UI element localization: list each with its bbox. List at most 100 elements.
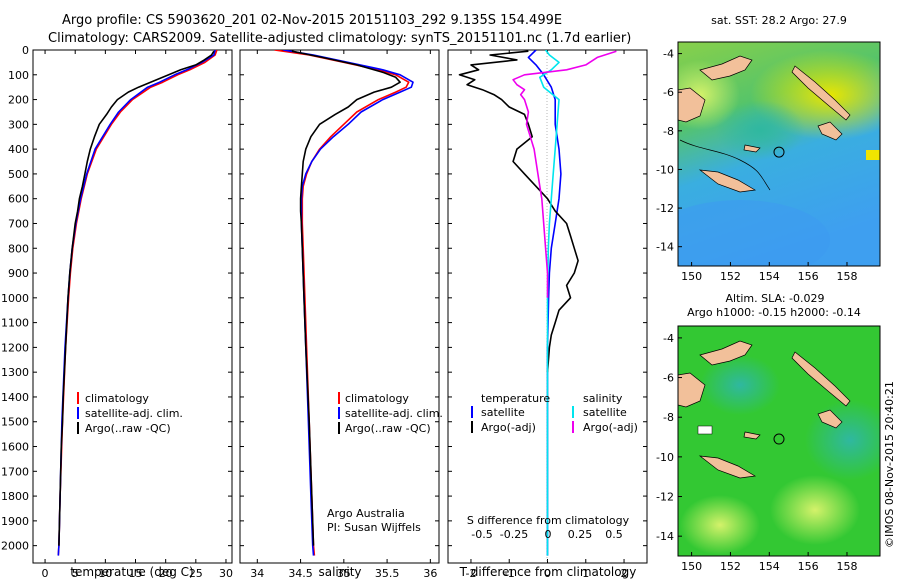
s-tick-label: -0.5	[471, 528, 492, 541]
series-line-s-satellite	[538, 50, 560, 556]
depth-tick-label: 2000	[1, 540, 29, 553]
depth-tick-label: 1600	[1, 441, 29, 454]
depth-tick-label: 700	[8, 217, 29, 230]
x-tick-label: 15	[129, 567, 143, 580]
depth-tick-label: 1200	[1, 341, 29, 354]
x-tick-label: 10	[98, 567, 112, 580]
depth-tick-label: 1000	[1, 292, 29, 305]
temperature-plot-frame	[32, 49, 233, 564]
lon-tick-label: 152	[720, 270, 741, 283]
land-louisiade	[698, 455, 757, 479]
x-tick-label: 36	[423, 567, 437, 580]
difference-depth-ticks	[448, 49, 647, 547]
land-bougainville	[817, 121, 843, 141]
salinity-legend: climatology satellite-adj. clim. Argo(..…	[338, 392, 443, 435]
land-new-britain	[699, 55, 753, 81]
legend-title-temperature: temperature	[481, 392, 550, 405]
depth-tick-label: 900	[8, 267, 29, 280]
land-new-ireland	[791, 351, 851, 407]
x-tick-label: 25	[189, 567, 203, 580]
lon-tick-label: 156	[798, 270, 819, 283]
x-tick-label: 30	[219, 567, 233, 580]
title-line-1: Argo profile: CS 5903620_201 02-Nov-2015…	[62, 13, 562, 28]
x-tick-label: 20	[159, 567, 173, 580]
temperature-legend: climatology satellite-adj. clim. Argo(..…	[77, 392, 183, 435]
temperature-axis: 0 5 10 15 20 25 30	[42, 50, 233, 580]
legend-label-satellite: satellite-adj. clim.	[85, 407, 183, 420]
depth-tick-label: 100	[8, 69, 29, 82]
depth-tick-label: 400	[8, 143, 29, 156]
sst-lat-axis: -4 -6 -8 -10 -12 -14	[656, 48, 682, 254]
argo-float-marker	[773, 433, 785, 445]
lat-tick-label: -6	[663, 86, 674, 99]
depth-tick-label: 1100	[1, 317, 29, 330]
lon-tick-label: 156	[798, 560, 819, 573]
land-new-ireland	[791, 65, 851, 121]
land-new-guinea	[678, 87, 706, 123]
imos-timestamp: ©IMOS 08-Nov-2015 20:40:21	[883, 381, 896, 548]
sla-map-frame	[677, 325, 881, 557]
difference-xlabel: T difference from climatology	[459, 565, 637, 579]
lat-tick-label: -10	[656, 451, 674, 464]
salinity-axis: 34 34.5 35 35.5 36	[250, 50, 437, 580]
sla-lat-axis: -4 -6 -8 -10 -12 -14	[656, 332, 682, 543]
s-difference-label: S difference from climatology	[467, 514, 630, 527]
sla-map-title-1: Altim. SLA: -0.029	[725, 292, 824, 305]
depth-tick-label: 200	[8, 94, 29, 107]
legend-label-t-satellite: satellite	[481, 406, 525, 419]
x-tick-label: 2	[621, 567, 628, 580]
depth-tick-label: 1700	[1, 465, 29, 478]
x-tick-label: 34	[250, 567, 264, 580]
depth-tick-label: 800	[8, 242, 29, 255]
lon-tick-label: 150	[681, 270, 702, 283]
difference-panel: -2 -1 0 1 2 S difference from climatology -0…	[447, 49, 648, 580]
land-new-guinea	[678, 372, 706, 408]
depth-tick-label: 0	[22, 44, 29, 57]
lon-tick-label: 154	[759, 270, 780, 283]
s-tick-label: 0.25	[568, 528, 593, 541]
difference-series	[458, 50, 617, 556]
x-tick-label: 35.5	[375, 567, 400, 580]
legend-label-satellite: satellite-adj. clim.	[345, 407, 443, 420]
x-tick-label: 34.5	[288, 567, 313, 580]
depth-tick-label: 500	[8, 168, 29, 181]
s-tick-label: 0.5	[605, 528, 623, 541]
salinity-depth-ticks	[240, 49, 439, 547]
land-louisiade	[698, 169, 757, 193]
land-bougainville	[817, 409, 843, 429]
x-tick-label: 0	[544, 567, 551, 580]
sst-map: sat. SST: 28.2 Argo: 27.9 150 152 154 156 15…	[656, 14, 881, 283]
legend-label-argo: Argo(..raw -QC)	[345, 422, 431, 435]
s-difference-ticks: -0.5 -0.25 0 0.25 0.5	[471, 528, 622, 541]
land-woodlark	[743, 144, 761, 153]
x-tick-label: 35	[337, 567, 351, 580]
x-tick-label: 1	[582, 567, 589, 580]
legend-label-climatology: climatology	[85, 392, 149, 405]
lat-tick-label: -10	[656, 163, 674, 176]
x-tick-label: -1	[504, 567, 515, 580]
lon-tick-label: 158	[836, 270, 857, 283]
difference-axis: -2 -1 0 1 2	[465, 50, 628, 580]
lon-tick-label: 154	[759, 560, 780, 573]
sla-map: Altim. SLA: -0.029 Argo h1000: -0.15 h20…	[656, 292, 881, 573]
lat-tick-label: -12	[656, 202, 674, 215]
depth-tick-label: 600	[8, 193, 29, 206]
sst-field	[678, 42, 880, 266]
lon-tick-label: 152	[720, 560, 741, 573]
lat-tick-label: -4	[663, 332, 674, 345]
sla-lon-axis: 150 152 154 156 158	[681, 552, 857, 573]
sst-map-title: sat. SST: 28.2 Argo: 27.9	[711, 14, 847, 27]
lat-tick-label: -6	[663, 372, 674, 385]
depth-tick-label: 300	[8, 118, 29, 131]
lat-tick-label: -8	[663, 411, 674, 424]
temperature-xlabel: temperature (deg C)	[70, 565, 193, 579]
difference-legend: temperature satellite Argo(-adj) salinit…	[471, 392, 638, 434]
lon-tick-label: 150	[681, 560, 702, 573]
temperature-series	[57, 50, 218, 556]
sst-lon-axis: 150 152 154 156 158	[681, 262, 857, 283]
legend-label-s-satellite: satellite	[583, 406, 627, 419]
depth-tick-label: 1400	[1, 391, 29, 404]
legend-label-s-argo: Argo(-adj)	[583, 421, 638, 434]
lat-tick-label: -14	[656, 530, 674, 543]
s-tick-label: 0	[545, 528, 552, 541]
